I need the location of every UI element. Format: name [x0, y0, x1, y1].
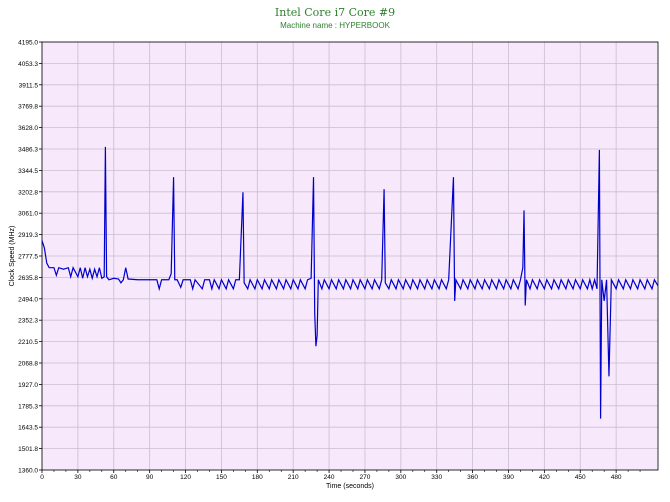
y-tick-label: 1785.3 [18, 403, 38, 410]
series-line [41, 146, 659, 419]
y-tick-label: 3344.5 [18, 168, 38, 175]
y-axis-label: Clock Speed (MHz) [9, 226, 16, 287]
y-tick-label: 1501.8 [18, 446, 38, 453]
x-tick-label: 360 [467, 474, 478, 481]
y-tick-label: 3911.5 [19, 82, 39, 89]
y-tick-label: 4053.3 [18, 61, 38, 68]
x-tick-label: 150 [216, 474, 227, 481]
y-tick-label: 1643.5 [18, 425, 38, 432]
x-tick-label: 180 [252, 474, 263, 481]
tick-labels: 4195.0 4053.3 3911.5 3769.8 3628.0 3486.3 3344… [18, 40, 622, 482]
x-tick-label: 390 [503, 474, 514, 481]
x-tick-label: 120 [180, 474, 191, 481]
x-tick-label: 210 [288, 474, 299, 481]
y-tick-label: 3628.0 [18, 125, 38, 132]
x-tick-label: 240 [324, 474, 335, 481]
y-tick-label: 3769.8 [18, 104, 38, 111]
y-tick-label: 2210.5 [18, 339, 38, 346]
x-tick-label: 330 [431, 474, 442, 481]
y-tick-label: 3486.3 [18, 146, 38, 153]
y-tick-label: 2919.3 [18, 232, 38, 239]
x-tick-label: 90 [146, 474, 154, 481]
x-tick-label: 0 [40, 474, 44, 481]
x-tick-label: 60 [110, 474, 118, 481]
y-tick-label: 2352.3 [18, 318, 38, 325]
chart-title: Intel Core i7 Core #9 [274, 6, 396, 19]
y-tick-label: 1927.0 [18, 382, 38, 389]
series-layer [41, 146, 659, 419]
grid-lines [41, 41, 658, 471]
y-tick-label: 3061.0 [18, 211, 38, 218]
x-tick-label: 420 [539, 474, 550, 481]
y-tick-label: 1360.0 [18, 468, 38, 475]
y-tick-label: 3202.8 [18, 189, 38, 196]
y-tick-label: 2068.8 [18, 360, 38, 367]
y-tick-label: 2777.5 [18, 254, 38, 261]
x-tick-label: 480 [611, 474, 622, 481]
y-tick-label: 2635.8 [18, 275, 38, 282]
x-tick-label: 30 [74, 474, 82, 481]
x-axis-label: Time (seconds) [326, 483, 374, 490]
plot-border [41, 41, 659, 471]
chart-subtitle: Machine name : HYPERBOOK [280, 21, 390, 30]
x-tick-label: 270 [360, 474, 371, 481]
y-tick-label: 2494.0 [18, 296, 38, 303]
x-tick-label: 450 [575, 474, 586, 481]
axes [39, 41, 659, 473]
y-tick-label: 4195.0 [18, 40, 38, 47]
x-tick-label: 300 [395, 474, 406, 481]
